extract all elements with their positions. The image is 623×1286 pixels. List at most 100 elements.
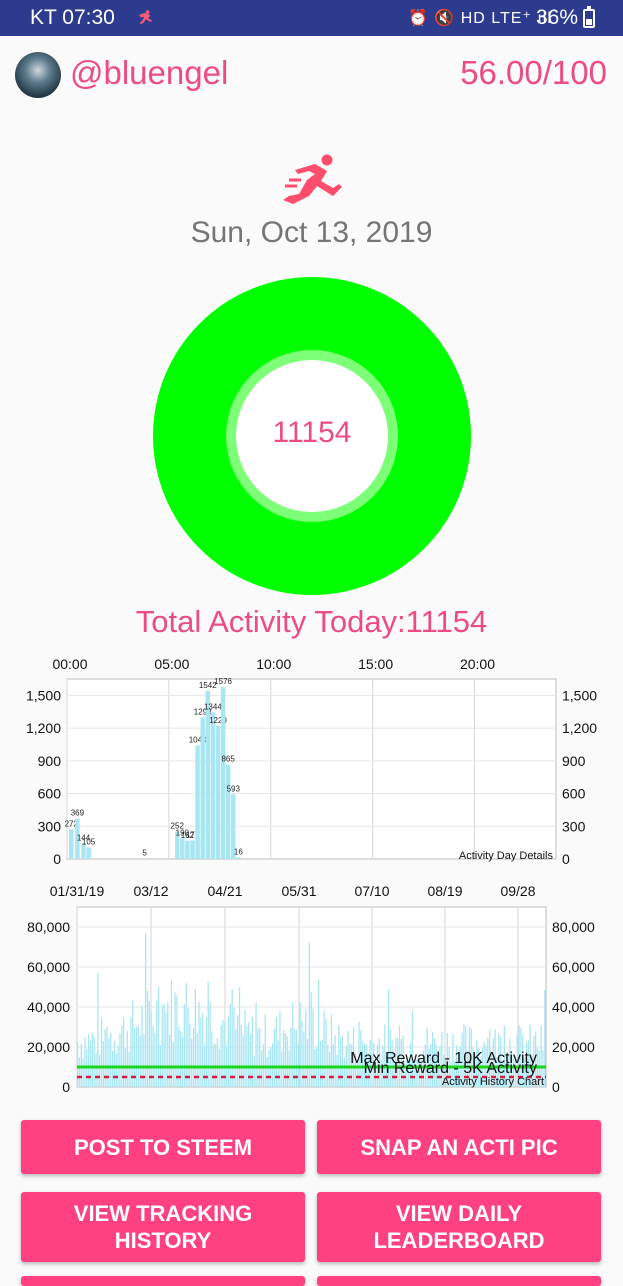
y-tick-label-right: 300 (562, 818, 586, 834)
activity-ring (153, 277, 471, 595)
x-tick-label: 01/31/19 (50, 883, 105, 899)
history-bar (312, 1008, 314, 1087)
history-bar (488, 1029, 491, 1087)
day-bar (185, 840, 190, 859)
history-bar (213, 1043, 215, 1087)
next-button-left[interactable] (21, 1276, 305, 1286)
activity-day-chart[interactable]: 00:00 05:00 10:00 15:00 20:00 1,500 1,500 1,200… (0, 648, 623, 866)
day-bar-value-label: 144 (77, 833, 91, 842)
history-bar (249, 1034, 252, 1087)
history-bar (170, 979, 173, 1087)
view-daily-leaderboard-button[interactable]: VIEW DAILY LEADERBOARD (317, 1192, 601, 1262)
y-tick-label-left: 1,500 (26, 687, 61, 703)
history-bar (189, 1023, 191, 1087)
history-bar (157, 986, 160, 1087)
day-bar-value-label: 369 (71, 809, 85, 818)
history-bar (385, 1056, 388, 1087)
history-bar (422, 1050, 425, 1087)
history-bar (479, 1059, 482, 1087)
snap-acti-pic-button[interactable]: SNAP AN ACTI PIC (317, 1120, 601, 1174)
history-bar (231, 989, 233, 1087)
history-bar (404, 1062, 406, 1087)
history-bar (141, 1006, 143, 1087)
history-bar (358, 1021, 360, 1087)
activity-history-chart[interactable]: 01/31/19 03/12 04/21 05/31 07/10 08/19 09/28 80… (0, 872, 623, 1096)
day-bar-value-label: 1576 (214, 677, 232, 686)
history-bar (97, 972, 99, 1087)
history-bar (389, 1029, 391, 1087)
history-bar (80, 1043, 82, 1087)
history-bar (301, 1020, 303, 1087)
history-bar (192, 1027, 195, 1087)
history-bar (194, 989, 196, 1087)
history-bar (487, 1038, 489, 1087)
y-tick-label-right: 1,500 (562, 687, 597, 703)
y-tick-label-left: 60,000 (27, 959, 70, 975)
day-bar (220, 687, 226, 859)
post-to-steem-button[interactable]: POST TO STEEM (21, 1120, 305, 1174)
status-bar: KT 07:30 ⏰ 🔇 HD LTE⁺ ıll 36% (0, 0, 623, 36)
history-bar (409, 1043, 412, 1087)
history-bar (518, 1025, 520, 1087)
history-bar (290, 1027, 292, 1087)
history-bar (235, 1029, 237, 1087)
day-bar (231, 794, 236, 859)
history-bar (145, 933, 147, 1087)
history-bar (148, 1000, 151, 1087)
day-bar (190, 840, 195, 859)
history-bar (113, 1041, 116, 1087)
history-bar (330, 1014, 333, 1087)
history-bar (476, 1040, 478, 1087)
y-tick-label-right: 0 (562, 851, 570, 866)
history-bar (470, 1028, 472, 1087)
y-tick-label-right: 600 (562, 786, 586, 802)
history-bar (415, 1059, 417, 1087)
history-bar (292, 1002, 294, 1087)
min-reward-label: Min Reward - 5K Activity (364, 1060, 537, 1077)
history-bar (156, 1000, 158, 1087)
history-bar (343, 1057, 345, 1087)
history-bar (275, 1016, 277, 1087)
day-bar-value-label: 5 (142, 848, 147, 857)
history-bar (542, 1050, 544, 1087)
history-bar (78, 1057, 81, 1087)
history-bar (457, 1062, 460, 1087)
history-bar (150, 1012, 152, 1087)
battery-percent: 36% (536, 6, 579, 29)
avatar[interactable] (15, 52, 61, 98)
history-bar (336, 1054, 338, 1087)
history-bar (369, 1040, 371, 1087)
history-bar (264, 1014, 266, 1087)
y-tick-label-left: 1,200 (26, 720, 61, 736)
history-bar (100, 1017, 103, 1087)
day-bar-value-label: 177 (186, 830, 200, 839)
day-bar (195, 745, 200, 859)
day-bar (215, 725, 221, 859)
history-bar (205, 1016, 208, 1087)
view-tracking-history-button[interactable]: VIEW TRACKING HISTORY (21, 1192, 305, 1262)
history-bar (242, 1035, 244, 1087)
history-bar (167, 1002, 169, 1087)
history-bar (378, 1038, 380, 1087)
history-bar (503, 1026, 505, 1087)
x-tick-label: 00:00 (52, 656, 87, 672)
x-tick-label: 05/31 (281, 883, 316, 899)
history-bar (176, 995, 178, 1087)
history-bar (266, 1057, 268, 1087)
history-bar (294, 1029, 296, 1087)
username[interactable]: @bluengel (70, 54, 229, 91)
history-bar (538, 1050, 540, 1087)
history-bar (371, 1039, 373, 1087)
history-bar (229, 1004, 231, 1087)
history-bar (374, 1062, 377, 1087)
history-bar (295, 1029, 298, 1087)
history-bar (200, 1017, 202, 1087)
history-bar (496, 1057, 498, 1087)
history-bar (362, 1041, 364, 1087)
history-bar (106, 1026, 108, 1087)
history-bar (408, 1060, 410, 1087)
history-bar (255, 1002, 257, 1087)
history-bar (178, 1026, 180, 1087)
next-button-right[interactable] (317, 1276, 601, 1286)
history-bar (483, 1042, 485, 1087)
